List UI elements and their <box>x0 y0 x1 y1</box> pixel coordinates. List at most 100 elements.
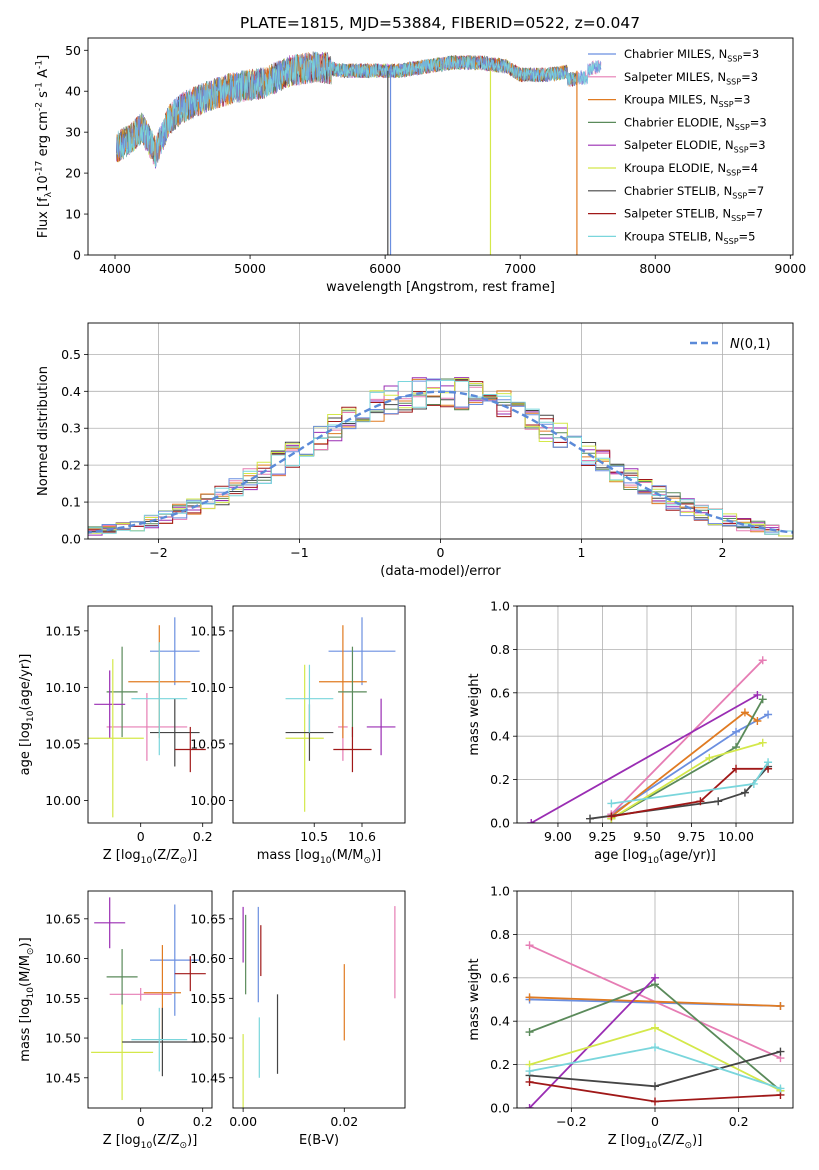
mass-weight-marker <box>764 758 773 767</box>
mass-weight-line <box>611 767 769 818</box>
axes-frame <box>87 605 213 824</box>
mass-weight-marker <box>740 788 749 797</box>
error-bar-point <box>106 693 188 761</box>
text-span: -1 <box>35 60 45 69</box>
text-span: =3 <box>749 138 766 152</box>
mass-weight-marker <box>758 738 767 747</box>
x-tick-label: 10.5 <box>300 829 328 844</box>
text-span: Salpeter MILES, N <box>624 70 726 84</box>
text-span: SSP <box>731 214 746 223</box>
legend-label: Salpeter MILES, NSSP=3 <box>624 70 758 86</box>
text-span: wavelength [Angstrom, rest frame] <box>326 280 555 295</box>
text-span: (Z/Z <box>152 848 179 863</box>
mass-weight-marker <box>776 1002 785 1011</box>
text-span: (0,1) <box>740 337 771 352</box>
x-tick-label: 0.2 <box>729 1114 749 1129</box>
text-span: 10 <box>141 1141 153 1151</box>
error-bar-point <box>150 617 200 686</box>
text-span: (M/M <box>332 848 364 863</box>
legend-label: Kroupa STELIB, NSSP=5 <box>624 229 755 245</box>
axes-frame <box>87 890 213 1109</box>
text-span: (data-model)/error <box>380 564 501 579</box>
text-span: =7 <box>747 184 764 198</box>
error-bar-point <box>131 642 188 756</box>
x-tick-label: 8000 <box>639 261 671 276</box>
y-tick-label: 50 <box>65 43 81 58</box>
mass-weight-marker <box>776 1047 785 1056</box>
mass-weight-line <box>610 659 764 815</box>
normal-reference-curve <box>88 390 793 534</box>
legend-label: Salpeter STELIB, NSSP=7 <box>624 207 763 223</box>
text-span: SSP <box>719 100 734 109</box>
error-bar-point <box>94 897 126 949</box>
text-span: E(B-V) <box>299 1133 339 1148</box>
text-span: Z [log <box>103 1133 141 1148</box>
x-axis-label: wavelength [Angstrom, rest frame] <box>326 280 555 295</box>
y-tick-label: 10.15 <box>190 623 226 638</box>
mass-weight-marker <box>732 764 741 773</box>
text-span: =3 <box>734 93 751 107</box>
text-span: SSP <box>735 123 750 132</box>
y-tick-label: 10.60 <box>190 951 226 966</box>
text-span: N <box>730 337 740 352</box>
axes-frame <box>516 890 794 1109</box>
plot-area <box>242 906 396 1108</box>
x-tick-label: 9000 <box>774 261 806 276</box>
mass-weight-marker <box>525 1077 534 1086</box>
mass-weight-marker <box>651 973 659 982</box>
residual-panel: −2 −1 0 1 2 0.0 0.1 0.2 0.3 0.4 0.5 (data-model)/er… <box>36 322 794 579</box>
text-span: Flux [f <box>36 197 51 238</box>
y-tick-label: 40 <box>65 84 81 99</box>
y-tick-label: 0.2 <box>490 772 510 787</box>
text-span: Salpeter STELIB, N <box>624 207 731 221</box>
y-tick-label: 10.05 <box>45 736 81 751</box>
x-tick-label: 10.6 <box>348 829 376 844</box>
chart-title: PLATE=1815, MJD=53884, FIBERID=0522, z=0… <box>240 14 640 32</box>
y-tick-label: 0.0 <box>490 816 510 831</box>
mass-weight-marker <box>607 799 616 808</box>
text-span: Normed distribution <box>36 366 51 496</box>
text-span: λ <box>44 191 54 197</box>
x-tick-label: 9.50 <box>633 829 661 844</box>
text-span: -17 <box>35 160 45 175</box>
y-tick-label: 0.4 <box>61 384 81 399</box>
x-tick-label: 2 <box>719 545 727 560</box>
x-tick-label: 0 <box>437 545 445 560</box>
text-span: Chabrier STELIB, N <box>624 184 732 198</box>
mass-vs-extinction-panel: 0.00 0.02 10.45 10.50 10.55 10.60 10.65 E(B-V) <box>190 890 406 1148</box>
x-tick-label: −2 <box>149 545 167 560</box>
text-span: 10 <box>647 856 659 866</box>
y-tick-label: 1.0 <box>490 599 510 614</box>
text-span: (age/yr)] <box>659 848 716 863</box>
error-bar-point <box>106 646 138 738</box>
legend-label: N(0,1) <box>730 337 771 352</box>
y-tick-label: 10.05 <box>190 736 226 751</box>
y-tick-label: 0.8 <box>490 642 510 657</box>
y-tick-label: 0.3 <box>61 421 81 436</box>
plot-area <box>91 897 206 1101</box>
x-tick-label: 0.2 <box>193 829 213 844</box>
text-span: Kroupa MILES, N <box>624 93 719 107</box>
text-span: (Z/Z <box>657 1133 684 1148</box>
y-axis-label: mass weight <box>467 673 482 755</box>
error-bar-point <box>131 1007 188 1072</box>
error-bar-point <box>94 670 126 739</box>
y-tick-label: 10.10 <box>190 680 226 695</box>
text-span: SSP <box>727 54 742 63</box>
y-tick-label: 10.50 <box>45 1031 81 1046</box>
x-tick-label: 0.00 <box>229 1114 257 1129</box>
text-span: ⊙ <box>363 856 371 866</box>
mass-weight-marker <box>764 710 773 719</box>
mass-weight-marker <box>758 656 767 665</box>
mass-weight-line <box>530 694 758 823</box>
legend-label: Salpeter ELODIE, NSSP=3 <box>624 138 766 154</box>
y-tick-label: 0.6 <box>490 685 510 700</box>
age-vs-mass-panel: 10.5 10.6 10.00 10.05 10.10 10.15 mass [log10(… <box>190 605 406 866</box>
x-tick-label: 9.75 <box>678 829 706 844</box>
text-span: Z [log <box>608 1133 646 1148</box>
text-span: age [log <box>18 722 33 775</box>
x-axis-label: E(B-V) <box>299 1133 339 1148</box>
text-span: mass weight <box>467 673 482 755</box>
